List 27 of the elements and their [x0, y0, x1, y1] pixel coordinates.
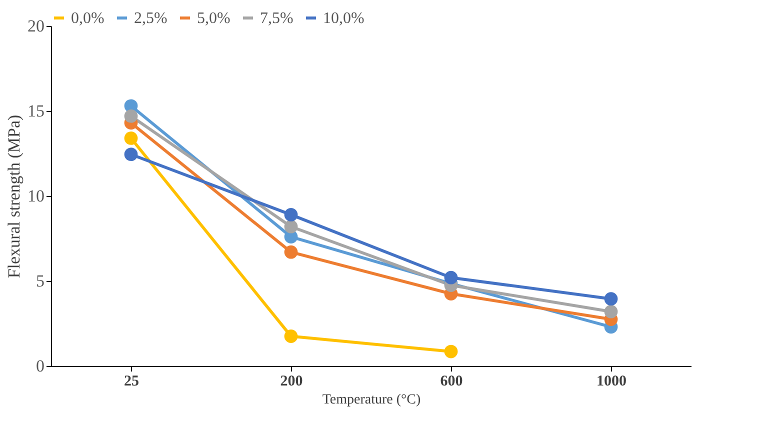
point — [604, 304, 618, 318]
point — [124, 109, 138, 123]
legend-label: 7,5% — [260, 10, 294, 27]
legend-label: 5,0% — [197, 10, 230, 27]
legend-label: 2,5% — [134, 10, 168, 27]
point — [124, 148, 138, 162]
x-axis-title: Temperature (°C) — [322, 392, 421, 408]
point — [284, 330, 298, 343]
point — [444, 270, 458, 284]
point — [604, 292, 618, 306]
point — [284, 208, 298, 222]
point — [444, 344, 458, 358]
y-tick-label: 0 — [36, 356, 44, 376]
x-tick-label: 25 — [124, 374, 139, 390]
point — [284, 245, 298, 259]
y-tick-label: 10 — [28, 186, 44, 206]
y-tick-label: 15 — [28, 102, 44, 120]
legend-label: 10,0% — [323, 10, 364, 27]
x-tick-label: 600 — [440, 374, 463, 390]
y-axis-title: Flexural strength (MPa) — [4, 114, 24, 278]
y-tick-label: 5 — [36, 272, 44, 290]
point — [124, 132, 138, 145]
x-tick-label: 200 — [280, 374, 303, 390]
point — [284, 220, 298, 234]
y-tick-label: 20 — [28, 16, 44, 36]
legend-label: 0,0% — [71, 10, 104, 27]
x-tick-label: 1000 — [596, 374, 626, 390]
